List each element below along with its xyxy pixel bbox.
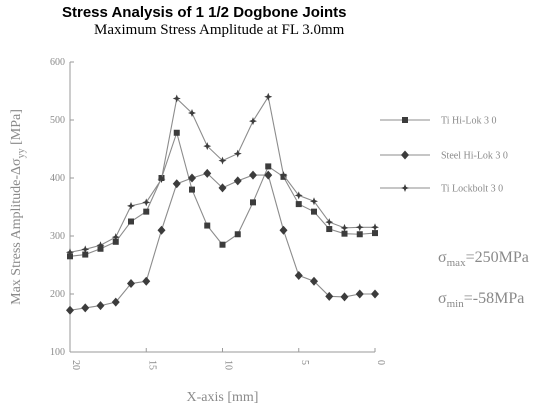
chart-legend: Ti Hi-Lok 3 0 Steel Hi-Lok 3 0 Ti Lockbolt… bbox=[380, 116, 508, 195]
chart-axes: 100 200 300 400 500 600 0 5 10 15 20 X-axis [mm] Max… bbox=[9, 57, 386, 405]
data-point bbox=[310, 276, 318, 286]
series-3 bbox=[66, 92, 379, 257]
data-point bbox=[294, 270, 303, 280]
data-point bbox=[112, 238, 119, 245]
data-point bbox=[265, 163, 272, 170]
legend-item: Ti Lockbolt 3 0 bbox=[380, 184, 503, 195]
data-point bbox=[203, 142, 212, 151]
data-point bbox=[127, 279, 135, 289]
data-point bbox=[188, 173, 196, 183]
data-point bbox=[355, 289, 364, 299]
data-point bbox=[96, 241, 105, 250]
data-point bbox=[96, 301, 105, 311]
legend-marker bbox=[401, 184, 409, 192]
legend-marker bbox=[401, 150, 409, 160]
y-tick-label: 400 bbox=[50, 173, 65, 184]
y-tick-label: 600 bbox=[50, 57, 65, 68]
x-axis-label: X-axis [mm] bbox=[187, 390, 259, 405]
data-point bbox=[295, 201, 302, 208]
data-point bbox=[111, 233, 120, 242]
x-tick-label: 10 bbox=[223, 360, 234, 370]
legend-label: Ti Hi-Lok 3 0 bbox=[441, 116, 496, 127]
data-point bbox=[340, 223, 349, 232]
data-point bbox=[356, 231, 363, 238]
data-point bbox=[264, 170, 273, 180]
data-point bbox=[172, 94, 181, 103]
data-point bbox=[204, 222, 211, 229]
data-point bbox=[173, 129, 180, 136]
y-axis-label: Max Stress Amplitude-Δσyy [MPa] bbox=[9, 109, 27, 305]
data-point bbox=[355, 223, 364, 232]
series-1 bbox=[67, 129, 378, 260]
data-point bbox=[66, 248, 74, 257]
data-point bbox=[82, 251, 89, 258]
x-tick-label: 5 bbox=[299, 360, 310, 365]
data-point bbox=[294, 191, 303, 200]
data-point bbox=[279, 171, 288, 180]
data-point bbox=[67, 253, 73, 260]
data-point bbox=[128, 218, 134, 225]
data-point bbox=[142, 276, 151, 286]
legend-item: Ti Hi-Lok 3 0 bbox=[380, 116, 496, 127]
stress-annotation: σmin=-58MPa bbox=[438, 290, 524, 310]
data-point bbox=[172, 179, 181, 189]
y-tick-label: 200 bbox=[50, 289, 65, 300]
data-point bbox=[81, 303, 90, 313]
legend-item: Steel Hi-Lok 3 0 bbox=[380, 150, 508, 162]
chart-subtitle: Maximum Stress Amplitude at FL 3.0mm bbox=[94, 22, 345, 38]
stress-annotation: σmax=250MPa bbox=[438, 249, 529, 269]
legend-marker bbox=[402, 117, 408, 123]
data-point bbox=[157, 175, 166, 184]
data-point bbox=[341, 230, 348, 237]
legend-label: Ti Lockbolt 3 0 bbox=[441, 184, 503, 195]
data-point bbox=[233, 176, 242, 186]
y-tick-label: 100 bbox=[50, 347, 65, 358]
data-point bbox=[326, 226, 333, 233]
chart-annotations: σmax=250MPa σmin=-58MPa bbox=[438, 249, 529, 310]
data-point bbox=[219, 241, 226, 248]
data-point bbox=[340, 292, 349, 302]
legend-label: Steel Hi-Lok 3 0 bbox=[441, 151, 508, 162]
data-point bbox=[189, 186, 195, 193]
data-point bbox=[188, 109, 196, 118]
x-tick-label: 20 bbox=[70, 360, 81, 370]
data-point bbox=[203, 168, 212, 178]
data-point bbox=[372, 230, 378, 237]
y-tick-label: 300 bbox=[50, 231, 65, 242]
x-tick-label: 15 bbox=[146, 360, 157, 370]
data-point bbox=[234, 231, 241, 238]
data-point bbox=[157, 225, 166, 235]
data-point bbox=[81, 245, 90, 254]
data-point bbox=[325, 291, 334, 301]
data-point bbox=[249, 170, 257, 180]
data-point bbox=[279, 225, 288, 235]
data-point bbox=[325, 218, 334, 227]
data-point bbox=[371, 223, 379, 232]
data-point bbox=[371, 289, 379, 299]
data-point bbox=[142, 198, 151, 207]
data-point bbox=[310, 197, 318, 206]
data-point bbox=[218, 183, 227, 193]
x-tick-label: 0 bbox=[375, 360, 386, 365]
data-point bbox=[127, 201, 135, 210]
data-point bbox=[143, 208, 150, 215]
chart-title: Stress Analysis of 1 1/2 Dogbone Joints bbox=[62, 4, 347, 21]
chart-series bbox=[66, 92, 379, 315]
data-point bbox=[311, 208, 317, 215]
data-point bbox=[111, 297, 120, 307]
data-point bbox=[264, 92, 273, 101]
y-tick-label: 500 bbox=[50, 115, 65, 126]
data-point bbox=[233, 149, 242, 158]
data-point bbox=[66, 305, 74, 315]
data-point bbox=[218, 156, 227, 165]
data-point bbox=[250, 199, 256, 206]
data-point bbox=[249, 117, 257, 126]
series-2 bbox=[66, 168, 379, 315]
